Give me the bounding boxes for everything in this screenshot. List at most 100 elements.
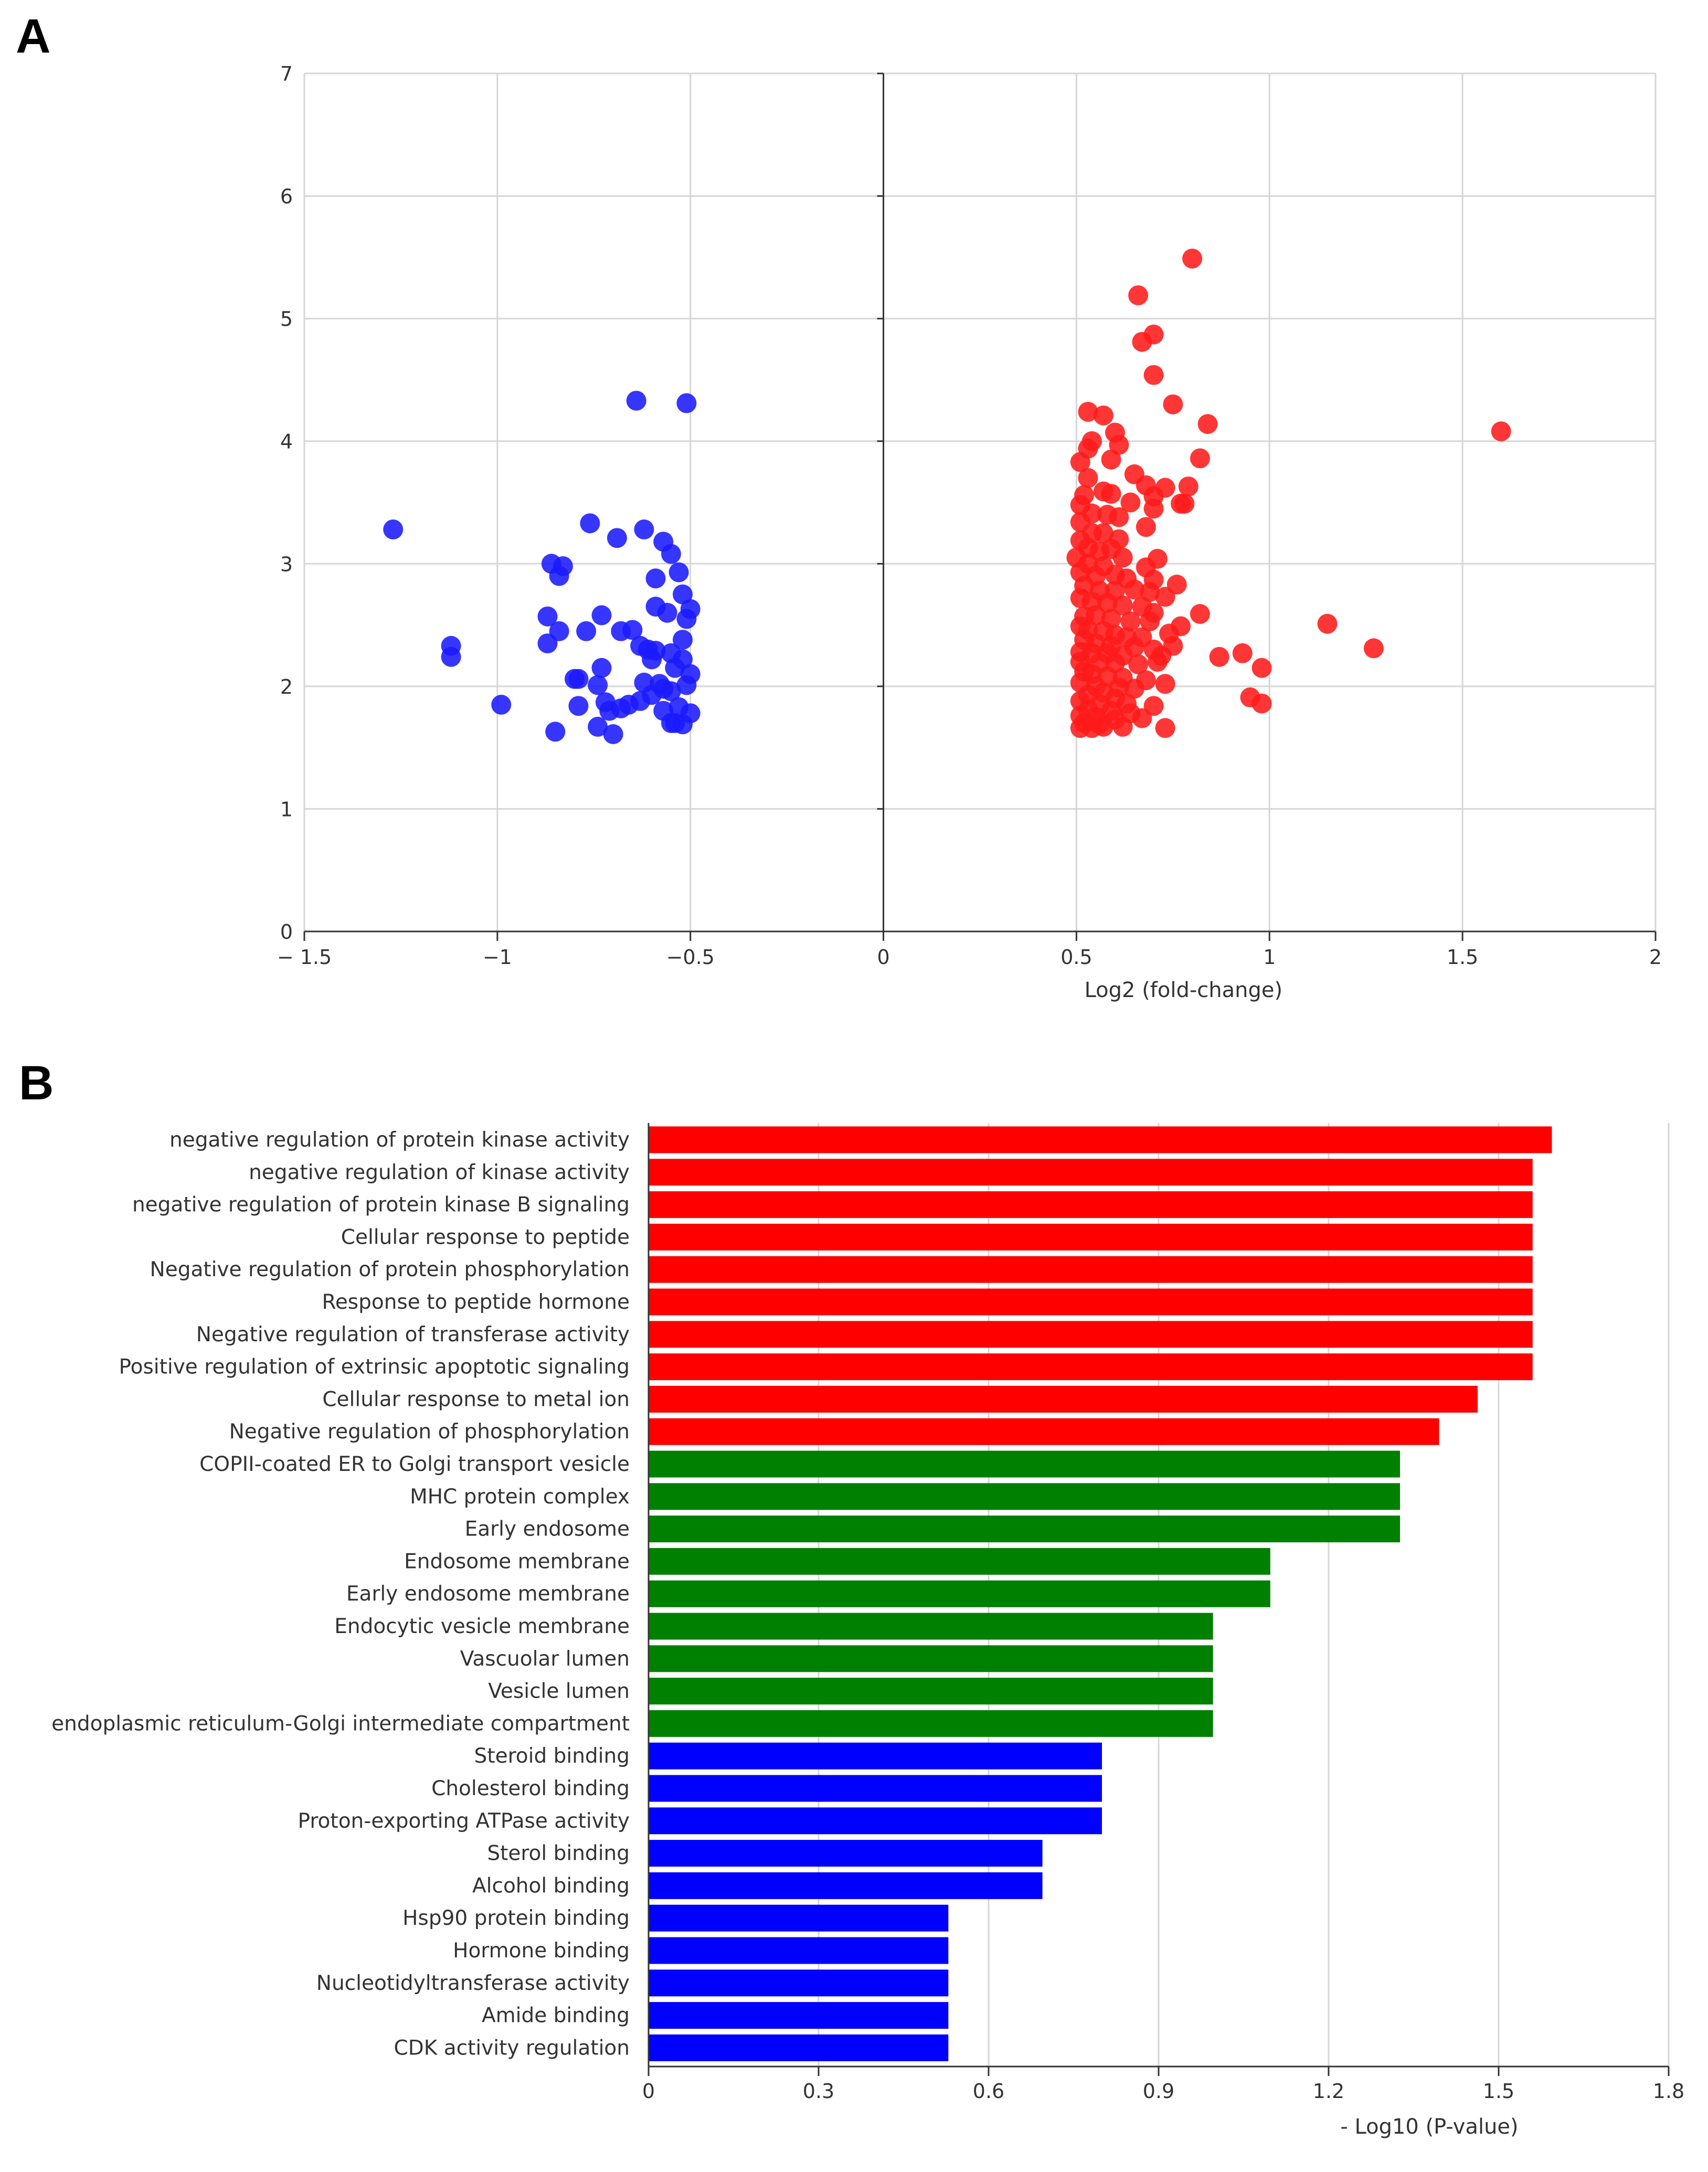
category-label: Sterol binding bbox=[487, 1842, 630, 1866]
category-label: endoplasmic reticulum-Golgi intermediate… bbox=[51, 1712, 630, 1735]
category-label: Response to peptide hormone bbox=[322, 1290, 630, 1314]
bar bbox=[649, 1256, 1533, 1283]
upregulated-point bbox=[1086, 605, 1106, 626]
bar bbox=[649, 1450, 1401, 1478]
downregulated-point bbox=[661, 681, 681, 702]
downregulated-point bbox=[634, 519, 654, 539]
downregulated-point bbox=[537, 606, 558, 627]
category-label: Hsp90 protein binding bbox=[402, 1906, 630, 1930]
downregulated-point bbox=[657, 602, 677, 623]
category-label: MHC protein complex bbox=[410, 1485, 630, 1509]
category-label: Steroid binding bbox=[474, 1744, 630, 1768]
bar bbox=[649, 2034, 949, 2061]
upregulated-point bbox=[1251, 658, 1272, 678]
x-tick-label: 1.8 bbox=[1653, 2080, 1684, 2103]
upregulated-point bbox=[1124, 679, 1144, 699]
x-tick-label: 0 bbox=[877, 946, 889, 969]
upregulated-point bbox=[1128, 654, 1149, 674]
upregulated-point bbox=[1317, 613, 1338, 634]
upregulated-point bbox=[1093, 523, 1113, 543]
downregulated-point bbox=[622, 620, 643, 640]
upregulated-point bbox=[1120, 611, 1141, 632]
y-tick-label: 2 bbox=[280, 675, 293, 698]
bar bbox=[649, 1742, 1102, 1770]
downregulated-point bbox=[441, 647, 461, 667]
bar bbox=[649, 1937, 949, 1964]
upregulated-point bbox=[1190, 448, 1210, 469]
bar bbox=[649, 1353, 1533, 1381]
bar bbox=[649, 1775, 1102, 1802]
downregulated-point bbox=[549, 566, 569, 586]
downregulated-point bbox=[588, 675, 608, 695]
upregulated-point bbox=[1182, 248, 1203, 269]
bar bbox=[649, 2002, 949, 2029]
category-label: Negative regulation of protein phosphory… bbox=[150, 1258, 630, 1281]
category-label: negative regulation of kinase activity bbox=[249, 1161, 630, 1184]
downregulated-point bbox=[545, 722, 566, 742]
upregulated-point bbox=[1101, 484, 1121, 504]
upregulated-point bbox=[1197, 414, 1218, 434]
category-label: Nucleotidyltransferase activity bbox=[316, 1972, 630, 1995]
x-tick-label: 0.5 bbox=[1060, 946, 1092, 969]
x-tick-label: − 1.5 bbox=[277, 946, 332, 969]
category-label: Cholesterol binding bbox=[431, 1777, 630, 1800]
upregulated-point bbox=[1163, 394, 1183, 415]
upregulated-point bbox=[1070, 452, 1090, 472]
downregulated-point bbox=[665, 658, 685, 678]
category-label: Positive regulation of extrinsic apoptot… bbox=[119, 1355, 630, 1379]
upregulated-point bbox=[1140, 582, 1160, 602]
bar bbox=[649, 1840, 1043, 1867]
upregulated-point bbox=[1143, 365, 1164, 385]
upregulated-point bbox=[1143, 499, 1164, 519]
downregulated-point bbox=[537, 633, 558, 654]
bar bbox=[649, 1418, 1439, 1445]
downregulated-point bbox=[661, 544, 681, 564]
upregulated-point bbox=[1093, 405, 1113, 426]
category-label: negative regulation of protein kinase ac… bbox=[169, 1128, 630, 1152]
category-label: Negative regulation of phosphorylation bbox=[229, 1420, 630, 1444]
x-tick-label: 0.6 bbox=[973, 2080, 1004, 2103]
upregulated-point bbox=[1251, 693, 1272, 714]
upregulated-point bbox=[1232, 643, 1253, 663]
upregulated-point bbox=[1178, 476, 1198, 497]
y-tick-label: 1 bbox=[280, 798, 293, 821]
x-tick-label: 0.3 bbox=[803, 2080, 834, 2103]
bar bbox=[649, 1807, 1102, 1835]
upregulated-point bbox=[1155, 587, 1175, 607]
bar bbox=[649, 1580, 1270, 1607]
x-tick-label: 0.9 bbox=[1143, 2080, 1174, 2103]
bar bbox=[649, 1678, 1213, 1705]
downregulated-point bbox=[626, 390, 646, 411]
bar bbox=[649, 1872, 1043, 1899]
downregulated-point bbox=[568, 696, 589, 716]
bar bbox=[649, 1159, 1533, 1186]
upregulated-point bbox=[1093, 716, 1113, 737]
downregulated-point bbox=[599, 701, 620, 721]
downregulated-point bbox=[588, 716, 608, 737]
upregulated-point bbox=[1209, 647, 1229, 667]
upregulated-point bbox=[1078, 468, 1098, 488]
upregulated-point bbox=[1491, 421, 1511, 441]
downregulated-point bbox=[676, 393, 697, 414]
bar bbox=[649, 1223, 1533, 1251]
upregulated-point bbox=[1128, 285, 1149, 305]
bar bbox=[649, 1385, 1478, 1413]
x-tick-label: 1.2 bbox=[1313, 2080, 1344, 2103]
panel-a-letter: A bbox=[16, 9, 50, 63]
upregulated-point bbox=[1078, 401, 1098, 422]
downregulated-point bbox=[580, 513, 600, 534]
y-tick-label: 7 bbox=[280, 62, 293, 86]
category-label: Negative regulation of transferase activ… bbox=[196, 1323, 630, 1347]
bar bbox=[649, 1288, 1533, 1316]
upregulated-point bbox=[1112, 716, 1133, 737]
bar bbox=[649, 1516, 1401, 1543]
downregulated-point bbox=[642, 649, 662, 670]
upregulated-point bbox=[1190, 604, 1210, 624]
upregulated-point bbox=[1120, 492, 1141, 513]
upregulated-point bbox=[1124, 579, 1144, 600]
go-enrichment-bar-chart: negative regulation of protein kinase ac… bbox=[51, 1123, 1684, 2139]
category-label: Hormone binding bbox=[453, 1939, 630, 1963]
downregulated-point bbox=[669, 562, 689, 582]
bar bbox=[649, 1613, 1213, 1640]
